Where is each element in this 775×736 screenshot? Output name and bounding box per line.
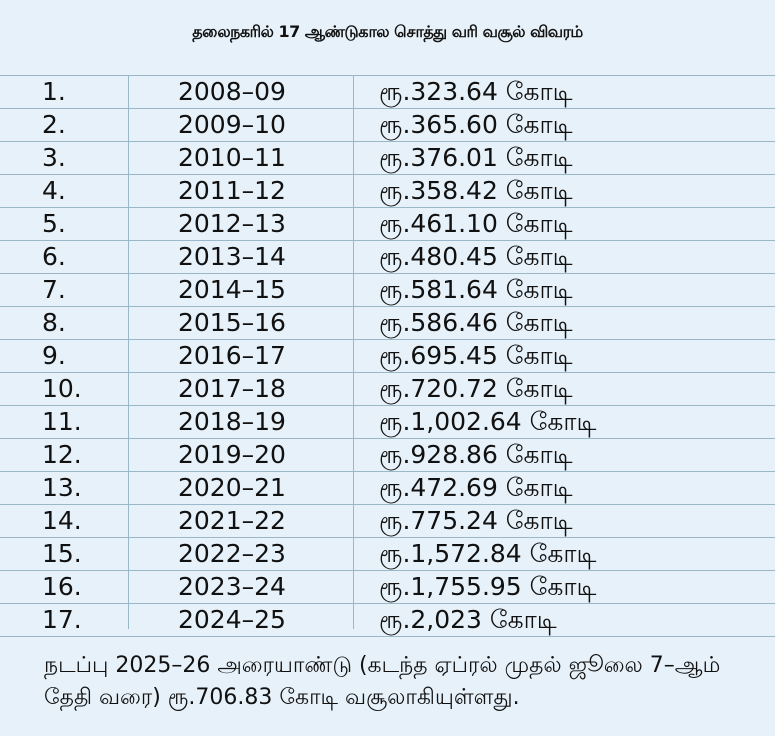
- table-row: 10. 2017–18 ரூ.720.72 கோடி: [0, 372, 775, 406]
- fiscal-year-cell: 2010–11: [128, 141, 353, 175]
- table-row: 14. 2021–22 ரூ.775.24 கோடி: [0, 504, 775, 538]
- serial-number-cell: 7.: [0, 273, 128, 307]
- table-top-rule: [0, 75, 775, 76]
- footnote: நடப்பு 2025–26 அரையாண்டு (கடந்த ஏப்ரல் ம…: [44, 653, 721, 710]
- serial-number-cell: 1.: [0, 76, 128, 109]
- serial-number-cell: 2.: [0, 108, 128, 142]
- fiscal-year-cell: 2022–23: [128, 537, 353, 571]
- fiscal-year-cell: 2018–19: [128, 405, 353, 439]
- table-row: 5. 2012–13 ரூ.461.10 கோடி: [0, 207, 775, 241]
- fiscal-year-cell: 2012–13: [128, 207, 353, 241]
- amount-cell: ரூ.323.64 கோடி: [353, 76, 775, 109]
- serial-number-cell: 14.: [0, 504, 128, 538]
- table-row: 6. 2013–14 ரூ.480.45 கோடி: [0, 240, 775, 274]
- fiscal-year-cell: 2024–25: [128, 603, 353, 637]
- table-row: 9. 2016–17 ரூ.695.45 கோடி: [0, 339, 775, 373]
- serial-number-cell: 15.: [0, 537, 128, 571]
- amount-cell: ரூ.1,755.95 கோடி: [353, 570, 775, 604]
- table-row: 15. 2022–23 ரூ.1,572.84 கோடி: [0, 537, 775, 571]
- amount-cell: ரூ.365.60 கோடி: [353, 108, 775, 142]
- table-row: 8. 2015–16 ரூ.586.46 கோடி: [0, 306, 775, 340]
- serial-number-cell: 9.: [0, 339, 128, 373]
- fiscal-year-cell: 2014–15: [128, 273, 353, 307]
- table-row: 7. 2014–15 ரூ.581.64 கோடி: [0, 273, 775, 307]
- table-row: 16. 2023–24 ரூ.1,755.95 கோடி: [0, 570, 775, 604]
- fiscal-year-cell: 2023–24: [128, 570, 353, 604]
- table-row: 3. 2010–11 ரூ.376.01 கோடி: [0, 141, 775, 175]
- serial-number-cell: 13.: [0, 471, 128, 505]
- serial-number-cell: 6.: [0, 240, 128, 274]
- amount-cell: ரூ.581.64 கோடி: [353, 273, 775, 307]
- fiscal-year-cell: 2009–10: [128, 108, 353, 142]
- amount-cell: ரூ.461.10 கோடி: [353, 207, 775, 241]
- serial-number-cell: 8.: [0, 306, 128, 340]
- amount-cell: ரூ.720.72 கோடி: [353, 372, 775, 406]
- fiscal-year-cell: 2019–20: [128, 438, 353, 472]
- amount-cell: ரூ.472.69 கோடி: [353, 471, 775, 505]
- table-row: 17. 2024–25 ரூ.2,023 கோடி: [0, 603, 775, 637]
- table-row: 2. 2009–10 ரூ.365.60 கோடி: [0, 108, 775, 142]
- fiscal-year-cell: 2016–17: [128, 339, 353, 373]
- amount-cell: ரூ.695.45 கோடி: [353, 339, 775, 373]
- amount-cell: ரூ.358.42 கோடி: [353, 174, 775, 208]
- table-row: 4. 2011–12 ரூ.358.42 கோடி: [0, 174, 775, 208]
- serial-number-cell: 17.: [0, 603, 128, 637]
- amount-cell: ரூ.586.46 கோடி: [353, 306, 775, 340]
- table-row: 13. 2020–21 ரூ.472.69 கோடி: [0, 471, 775, 505]
- table-row: 1. 2008–09 ரூ.323.64 கோடி: [0, 76, 775, 109]
- serial-number-cell: 5.: [0, 207, 128, 241]
- table-row: 12. 2019–20 ரூ.928.86 கோடி: [0, 438, 775, 472]
- page-title: தலைநகரில் 17 ஆண்டுகால சொத்து வரி வசூல் வ…: [192, 22, 583, 41]
- fiscal-year-cell: 2020–21: [128, 471, 353, 505]
- amount-cell: ரூ.480.45 கோடி: [353, 240, 775, 274]
- amount-cell: ரூ.2,023 கோடி: [353, 603, 775, 637]
- serial-number-cell: 11.: [0, 405, 128, 439]
- fiscal-year-cell: 2008–09: [128, 76, 353, 109]
- amount-cell: ரூ.1,572.84 கோடி: [353, 537, 775, 571]
- fiscal-year-cell: 2015–16: [128, 306, 353, 340]
- tax-table-body: 1. 2008–09 ரூ.323.64 கோடி 2. 2009–10 ரூ.365.6…: [0, 76, 775, 637]
- fiscal-year-cell: 2017–18: [128, 372, 353, 406]
- serial-number-cell: 16.: [0, 570, 128, 604]
- amount-cell: ரூ.1,002.64 கோடி: [353, 405, 775, 439]
- amount-cell: ரூ.376.01 கோடி: [353, 141, 775, 175]
- serial-number-cell: 12.: [0, 438, 128, 472]
- serial-number-cell: 10.: [0, 372, 128, 406]
- fiscal-year-cell: 2013–14: [128, 240, 353, 274]
- amount-cell: ரூ.928.86 கோடி: [353, 438, 775, 472]
- fiscal-year-cell: 2011–12: [128, 174, 353, 208]
- serial-number-cell: 3.: [0, 141, 128, 175]
- fiscal-year-cell: 2021–22: [128, 504, 353, 538]
- amount-cell: ரூ.775.24 கோடி: [353, 504, 775, 538]
- serial-number-cell: 4.: [0, 174, 128, 208]
- tax-table: 1. 2008–09 ரூ.323.64 கோடி 2. 2009–10 ரூ.365.6…: [0, 76, 775, 637]
- table-row: 11. 2018–19 ரூ.1,002.64 கோடி: [0, 405, 775, 439]
